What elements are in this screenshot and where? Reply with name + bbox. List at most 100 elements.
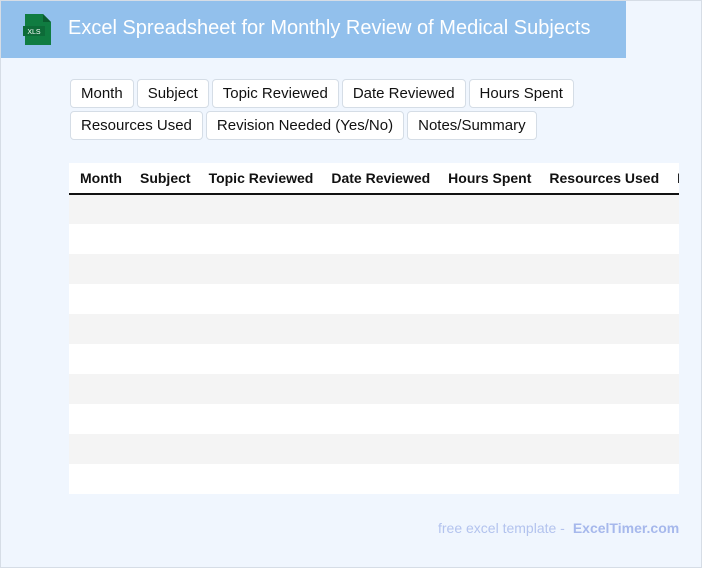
table-cell[interactable] — [666, 344, 679, 374]
table-cell[interactable] — [320, 314, 438, 344]
column-chip[interactable]: Date Reviewed — [341, 79, 466, 108]
column-header: Revision Needed (Yes/No) — [666, 163, 679, 195]
table-cell[interactable] — [320, 224, 437, 254]
table-cell[interactable] — [69, 314, 129, 344]
table-cell[interactable] — [320, 404, 437, 434]
table-cell[interactable] — [69, 464, 129, 494]
table-cell[interactable] — [198, 464, 321, 494]
column-chip[interactable]: Subject — [136, 79, 209, 108]
column-chip[interactable]: Revision Needed (Yes/No) — [205, 111, 405, 140]
table-cell[interactable] — [198, 224, 321, 254]
title-bar: XLS Excel Spreadsheet for Monthly Review… — [1, 1, 626, 58]
table-cell[interactable] — [198, 344, 321, 374]
column-chip[interactable]: Topic Reviewed — [211, 79, 339, 108]
table-cell[interactable] — [320, 374, 438, 404]
table-cell[interactable] — [320, 254, 438, 284]
column-chip[interactable]: Hours Spent — [468, 79, 574, 108]
table-cell[interactable] — [437, 404, 538, 434]
table-cell[interactable] — [666, 224, 679, 254]
table-cell[interactable] — [69, 344, 129, 374]
table-cell[interactable] — [666, 404, 679, 434]
table-cell[interactable] — [320, 434, 438, 464]
table-cell[interactable] — [129, 404, 198, 434]
table-cell[interactable] — [129, 344, 198, 374]
table-cell[interactable] — [197, 194, 321, 224]
table-cell[interactable] — [198, 284, 321, 314]
table-cell[interactable] — [129, 224, 198, 254]
svg-text:XLS: XLS — [27, 29, 41, 36]
table-cell[interactable] — [538, 194, 667, 224]
table-cell[interactable] — [197, 434, 321, 464]
table-cell[interactable] — [129, 464, 198, 494]
column-chip[interactable]: Month — [70, 79, 134, 108]
table-cell[interactable] — [437, 284, 538, 314]
table-cell[interactable] — [198, 404, 321, 434]
table-cell[interactable] — [538, 374, 667, 404]
table-cell[interactable] — [69, 254, 129, 284]
table-cell[interactable] — [666, 254, 679, 284]
table-cell[interactable] — [437, 254, 539, 284]
table-cell[interactable] — [437, 464, 538, 494]
table-cell[interactable] — [437, 314, 539, 344]
table-cell[interactable] — [437, 434, 539, 464]
table-cell[interactable] — [437, 224, 538, 254]
table-cell[interactable] — [437, 194, 539, 224]
table-cell[interactable] — [666, 434, 679, 464]
table-cell[interactable] — [128, 254, 198, 284]
table-cell[interactable] — [538, 344, 666, 374]
table-cell[interactable] — [197, 254, 321, 284]
table-row — [69, 464, 679, 494]
table-row — [69, 284, 679, 314]
xls-file-icon: XLS — [23, 14, 51, 45]
table-row — [69, 224, 679, 254]
table-cell[interactable] — [320, 344, 437, 374]
table-cell[interactable] — [437, 344, 538, 374]
table-cell[interactable] — [538, 464, 666, 494]
column-header: Month — [69, 163, 129, 195]
table-row — [69, 374, 679, 404]
table-cell[interactable] — [320, 194, 438, 224]
table-cell[interactable] — [320, 464, 437, 494]
table-cell[interactable] — [666, 374, 679, 404]
table-cell[interactable] — [69, 194, 129, 224]
table-cell[interactable] — [538, 434, 667, 464]
table-row — [69, 314, 679, 344]
table-cell[interactable] — [69, 434, 129, 464]
table-cell[interactable] — [538, 404, 666, 434]
column-chip[interactable]: Notes/Summary — [407, 111, 537, 140]
column-header: Hours Spent — [437, 163, 539, 195]
table-row — [69, 434, 679, 464]
column-chips: Month Subject Topic Reviewed Date Reviewed H… — [70, 79, 700, 140]
table-cell[interactable] — [128, 434, 198, 464]
column-header: Resources Used — [538, 163, 667, 195]
table-cell[interactable] — [538, 254, 667, 284]
table-cell[interactable] — [128, 374, 198, 404]
table-cell[interactable] — [128, 314, 198, 344]
table-cell[interactable] — [320, 284, 437, 314]
table-cell[interactable] — [69, 224, 129, 254]
table-row — [69, 194, 679, 224]
table-cell[interactable] — [128, 194, 198, 224]
table-cell[interactable] — [129, 284, 198, 314]
table-cell[interactable] — [197, 374, 321, 404]
table-header-row: Month Subject Topic Reviewed Date Reviewed H… — [69, 163, 679, 195]
table-row — [69, 344, 679, 374]
footer-text: free excel template - — [438, 520, 565, 536]
table-cell[interactable] — [666, 194, 679, 224]
table-cell[interactable] — [69, 404, 129, 434]
page-title: Excel Spreadsheet for Monthly Review of … — [68, 17, 591, 39]
table-cell[interactable] — [69, 284, 129, 314]
column-chip[interactable]: Resources Used — [70, 111, 203, 140]
data-table: Month Subject Topic Reviewed Date Reviewed H… — [69, 163, 679, 494]
table-cell[interactable] — [666, 314, 679, 344]
footer-brand-link[interactable]: ExcelTimer.com — [572, 520, 680, 536]
table-cell[interactable] — [197, 314, 321, 344]
table-cell[interactable] — [69, 374, 129, 404]
table-cell[interactable] — [437, 374, 539, 404]
table-cell[interactable] — [666, 464, 679, 494]
table-cell[interactable] — [538, 224, 666, 254]
table-cell[interactable] — [538, 284, 666, 314]
table-cell[interactable] — [538, 314, 667, 344]
table-cell[interactable] — [666, 284, 679, 314]
column-header: Topic Reviewed — [197, 163, 321, 195]
